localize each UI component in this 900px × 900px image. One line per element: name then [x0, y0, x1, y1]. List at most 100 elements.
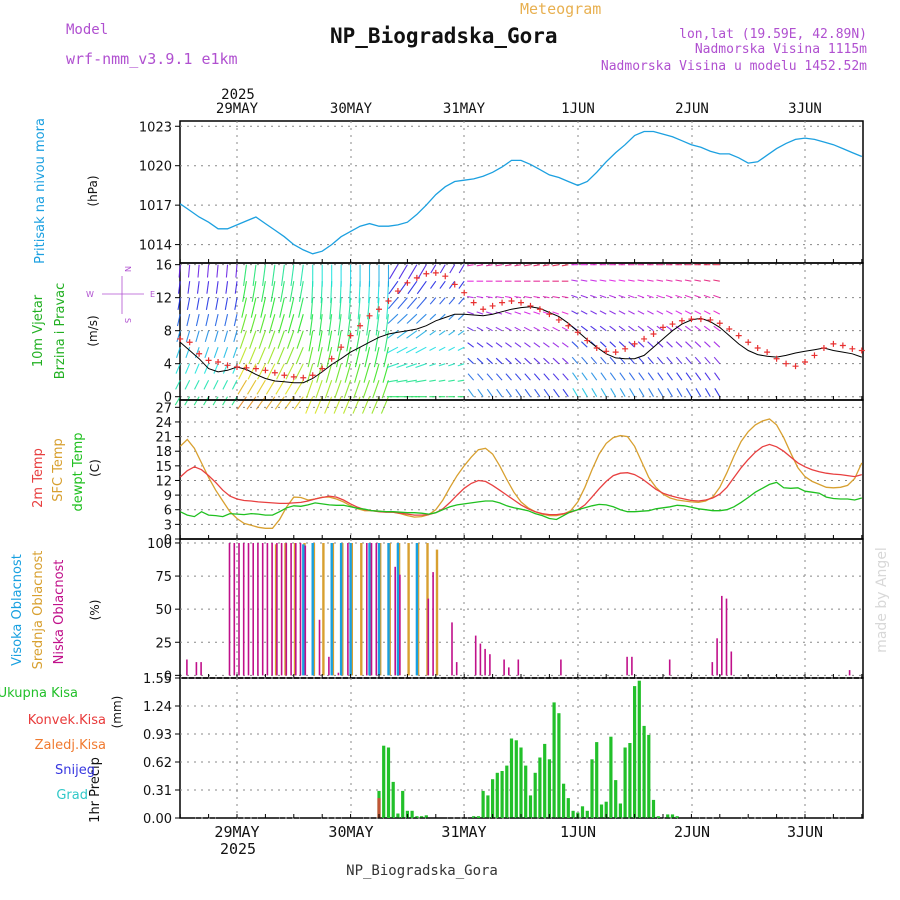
wind-arrow: [315, 380, 323, 399]
gust-marker: [177, 335, 184, 342]
wind-arrow: [364, 347, 371, 368]
low-cloud-bar: [432, 572, 434, 676]
low-cloud-bar: [455, 662, 458, 676]
wind-arrow: [486, 295, 493, 299]
wind-arrow: [609, 294, 616, 299]
high-cloud-bar: [415, 543, 419, 676]
wind-arrow: [429, 313, 437, 321]
wind-arrow: [184, 363, 191, 374]
wind-arrow: [694, 279, 701, 282]
low-cloud-bar: [257, 543, 259, 676]
wind-arrow: [637, 310, 645, 315]
wind-arrow: [372, 380, 380, 399]
y-tick-label: 27: [155, 401, 172, 416]
wind-arrow: [438, 330, 446, 336]
mid-cloud-bar: [331, 543, 335, 676]
wind-arrow: [581, 341, 588, 348]
y-tick-label: 4: [164, 358, 172, 373]
wind-arrow: [387, 346, 399, 354]
wind-arrow: [476, 295, 484, 299]
wind-arrow: [572, 388, 579, 397]
gust-marker: [622, 345, 629, 352]
y-tick-label: 0.93: [143, 728, 172, 743]
low-cloud-bar: [299, 543, 302, 676]
wind-arrow: [486, 264, 493, 267]
gust-marker: [612, 349, 619, 356]
wind-arrow: [457, 379, 465, 382]
wind-arrow: [543, 373, 550, 381]
wind-arrow: [609, 279, 616, 282]
gust-marker: [811, 352, 818, 359]
wind-arrow: [609, 341, 617, 348]
wind-arrow: [252, 264, 257, 286]
wind-arrow: [486, 342, 493, 348]
wind-arrow: [234, 297, 238, 310]
wind-arrow: [214, 330, 219, 343]
wind-arrow: [675, 341, 683, 348]
day-label-bottom: 30MAY: [328, 823, 373, 841]
wind-arrow: [306, 363, 314, 383]
wind-arrow: [397, 313, 408, 324]
wind-arrow: [505, 373, 512, 381]
day-label-bottom: 3JUN: [787, 823, 823, 841]
gust-marker: [518, 299, 524, 306]
wind-arrow: [213, 379, 219, 390]
wind-ticks: 0 4 8 12 16: [155, 259, 863, 406]
total-precip-bar: [675, 816, 679, 818]
wind-panel: 0 4 8 12 16 10m Vjetar Brzina i Pravac (m/s)…: [31, 259, 865, 414]
total-precip-bar: [495, 772, 499, 818]
lonlat-label: lon,lat (19.59E, 42.89N): [679, 27, 867, 42]
wind-arrow: [467, 342, 474, 348]
wind-arrow: [215, 281, 219, 294]
wind-arrow: [676, 372, 683, 381]
mid-cloud-bar: [407, 543, 410, 676]
wind-title-2: Brzina i Pravac: [53, 283, 68, 380]
wind-arrow: [467, 357, 475, 365]
wind-arrow: [396, 379, 408, 383]
gust-marker: [660, 324, 666, 331]
wind-arrow: [184, 396, 191, 406]
total-precip-bar: [609, 736, 613, 818]
wind-arrow: [684, 279, 692, 282]
wind-arrow: [713, 325, 721, 332]
low-cloud-bar: [484, 648, 486, 676]
y-tick-label: 75: [155, 570, 172, 585]
wind-arrow: [387, 330, 399, 339]
wind-arrow: [514, 357, 522, 365]
wind-arrow: [238, 363, 247, 380]
wind-arrow: [448, 346, 455, 351]
wind-arrow: [666, 341, 673, 348]
low-cloud-bar: [252, 543, 254, 676]
wind-arrow: [638, 372, 645, 381]
high-cloud-title: Visoka Oblacnost: [10, 554, 25, 666]
gust-marker: [461, 289, 468, 296]
y-tick-label: 16: [155, 259, 172, 274]
wind-arrow: [580, 310, 588, 315]
wind-arrow: [713, 279, 720, 282]
wind-arrow: [533, 295, 541, 299]
wind-arrow: [685, 341, 692, 348]
wind-arrow: [609, 372, 617, 381]
wind-arrow: [581, 356, 588, 365]
wind-arrow: [713, 294, 720, 299]
wind-arrow: [656, 356, 664, 365]
low-cloud-bar: [304, 545, 307, 676]
wind-arrow: [363, 363, 371, 383]
wind-arrow: [448, 330, 456, 336]
wind-arrow: [257, 346, 266, 365]
wind-arrow: [571, 294, 578, 299]
wind-arrow: [514, 326, 522, 332]
total-precip-bar: [509, 738, 514, 818]
total-precip-bar: [533, 772, 537, 818]
wind-arrow: [675, 294, 683, 299]
gust-marker: [262, 367, 269, 374]
wind-arrow: [514, 342, 522, 348]
y-tick-label: 15: [155, 460, 172, 475]
wind-arrow: [324, 380, 333, 399]
wind-arrow: [237, 379, 247, 395]
low-cloud-bar: [247, 543, 250, 676]
wind-arrow: [458, 280, 465, 289]
wind-arrow: [571, 310, 579, 315]
wind-arrow: [328, 314, 333, 336]
low-cloud-bar: [721, 595, 723, 676]
